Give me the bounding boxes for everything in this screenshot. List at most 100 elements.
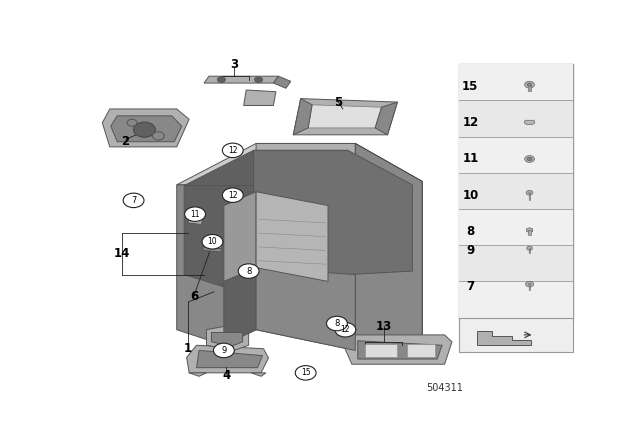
Circle shape — [185, 207, 205, 221]
Polygon shape — [256, 192, 328, 281]
Text: 7: 7 — [467, 280, 474, 293]
Polygon shape — [188, 215, 203, 224]
Text: 12: 12 — [462, 116, 479, 129]
Bar — [460, 173, 573, 209]
Text: 12: 12 — [228, 146, 237, 155]
Polygon shape — [184, 151, 348, 185]
Text: 10: 10 — [207, 237, 217, 246]
Polygon shape — [343, 335, 452, 364]
Polygon shape — [207, 324, 249, 350]
Polygon shape — [375, 102, 397, 135]
Circle shape — [335, 323, 356, 337]
Circle shape — [295, 366, 316, 380]
Bar — [460, 281, 573, 318]
Bar — [460, 64, 573, 100]
Polygon shape — [358, 341, 442, 359]
Bar — [529, 248, 531, 254]
Polygon shape — [203, 247, 221, 252]
Polygon shape — [355, 143, 422, 350]
Polygon shape — [203, 237, 224, 249]
Text: 9: 9 — [466, 244, 474, 257]
Polygon shape — [111, 116, 182, 142]
Text: 12: 12 — [228, 191, 237, 200]
Text: 15: 15 — [301, 368, 310, 377]
Bar — [408, 344, 435, 358]
Text: 14: 14 — [114, 247, 131, 260]
Text: 8: 8 — [334, 319, 340, 328]
Polygon shape — [256, 143, 422, 350]
Circle shape — [134, 122, 156, 137]
Text: 11: 11 — [462, 152, 479, 165]
Circle shape — [152, 132, 164, 140]
Text: 12: 12 — [340, 325, 350, 334]
Circle shape — [123, 193, 144, 207]
Polygon shape — [211, 332, 243, 346]
Text: 15: 15 — [462, 80, 479, 93]
Polygon shape — [308, 105, 381, 128]
Circle shape — [527, 157, 532, 161]
Circle shape — [525, 81, 534, 88]
Text: 13: 13 — [376, 320, 392, 333]
Bar — [460, 245, 573, 281]
Bar — [365, 344, 397, 358]
Text: 11: 11 — [190, 210, 200, 219]
Polygon shape — [253, 151, 412, 275]
Polygon shape — [527, 228, 532, 233]
Polygon shape — [177, 185, 256, 345]
Polygon shape — [293, 99, 397, 135]
Bar — [529, 85, 531, 91]
Circle shape — [527, 246, 532, 250]
Text: 8: 8 — [246, 267, 252, 276]
Circle shape — [527, 83, 532, 86]
Polygon shape — [477, 332, 531, 345]
Text: 6: 6 — [190, 290, 198, 303]
Text: 504311: 504311 — [426, 383, 463, 393]
Bar — [460, 137, 573, 173]
Bar — [529, 193, 531, 199]
Polygon shape — [256, 267, 355, 350]
Text: 9: 9 — [221, 346, 227, 355]
Bar — [529, 230, 531, 234]
Polygon shape — [187, 345, 269, 373]
Polygon shape — [189, 373, 207, 376]
Text: 2: 2 — [122, 135, 130, 148]
Circle shape — [528, 192, 531, 194]
Circle shape — [528, 283, 531, 285]
Text: 1: 1 — [184, 342, 192, 355]
Polygon shape — [251, 373, 266, 376]
Circle shape — [525, 281, 534, 287]
Bar — [460, 318, 573, 352]
Circle shape — [218, 77, 225, 82]
Polygon shape — [102, 109, 189, 147]
Circle shape — [202, 234, 223, 249]
Polygon shape — [177, 143, 355, 185]
Circle shape — [529, 158, 531, 160]
Circle shape — [222, 143, 243, 158]
Bar — [460, 209, 573, 245]
Text: 7: 7 — [131, 196, 136, 205]
Polygon shape — [244, 90, 276, 106]
Polygon shape — [273, 76, 291, 88]
Circle shape — [326, 316, 348, 331]
Text: 10: 10 — [462, 189, 479, 202]
Polygon shape — [224, 267, 256, 345]
Circle shape — [238, 264, 259, 278]
Circle shape — [213, 343, 234, 358]
Text: 8: 8 — [466, 225, 474, 238]
Polygon shape — [224, 192, 256, 281]
Text: 3: 3 — [230, 58, 238, 71]
Bar — [460, 100, 573, 137]
Circle shape — [526, 190, 533, 195]
Circle shape — [127, 119, 137, 126]
Polygon shape — [524, 120, 535, 125]
Polygon shape — [184, 185, 253, 289]
Text: 4: 4 — [222, 369, 230, 382]
Bar — [529, 284, 531, 290]
Circle shape — [525, 155, 534, 162]
Polygon shape — [196, 350, 262, 368]
Polygon shape — [204, 76, 278, 83]
FancyBboxPatch shape — [460, 64, 573, 321]
Text: 5: 5 — [334, 95, 342, 108]
Circle shape — [255, 77, 262, 82]
Circle shape — [222, 188, 243, 202]
